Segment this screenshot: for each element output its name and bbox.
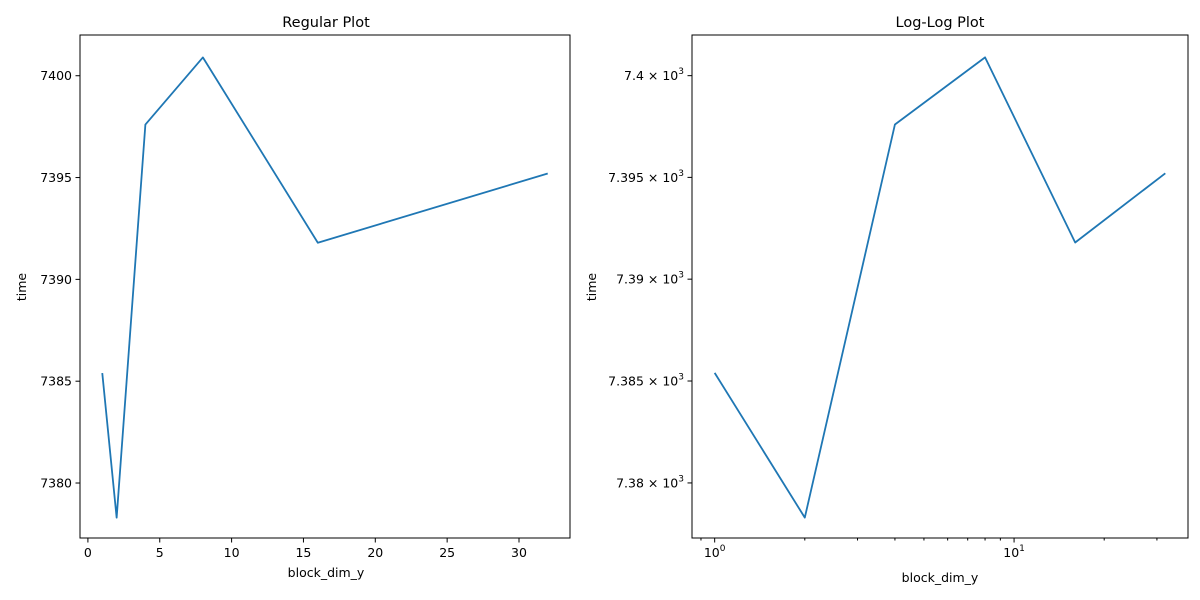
regular-plot-panel: Regular Plot 0 5 10 15 20 25 30 7380 7385 7390 739… bbox=[14, 15, 571, 580]
log-log-plot-panel: Log-Log Plot 100 101 7.38 × 103 7.385 × 103… bbox=[584, 15, 1189, 585]
regular-plot-ticks: 0 5 10 15 20 25 30 7380 7385 7390 7395 7400 bbox=[40, 68, 527, 560]
log-log-plot-x-tick-label: 100 bbox=[704, 544, 726, 560]
regular-plot-y-tick-label: 7380 bbox=[40, 476, 72, 491]
regular-plot-y-label: time bbox=[14, 273, 29, 302]
log-log-plot-y-tick-label: 7.385 × 103 bbox=[608, 373, 684, 389]
regular-plot-x-tick-label: 15 bbox=[295, 545, 311, 560]
log-log-plot-points bbox=[715, 57, 1166, 517]
regular-plot-y-tick-label: 7400 bbox=[40, 68, 72, 83]
regular-plot-title: Regular Plot bbox=[282, 15, 370, 31]
regular-plot-x-tick-label: 10 bbox=[224, 545, 240, 560]
log-log-plot-y-tick-label: 7.395 × 103 bbox=[608, 169, 684, 185]
log-log-plot-ticks: 100 101 7.38 × 103 7.385 × 103 7.39 × 103 7.3… bbox=[608, 67, 1158, 560]
regular-plot-x-tick-label: 20 bbox=[367, 545, 383, 560]
regular-plot-y-tick-label: 7390 bbox=[40, 272, 72, 287]
regular-plot-points bbox=[102, 57, 548, 517]
log-log-plot-x-tick-label: 101 bbox=[1003, 544, 1025, 560]
regular-plot-x-tick-label: 5 bbox=[156, 545, 164, 560]
regular-plot-y-tick-label: 7385 bbox=[40, 374, 72, 389]
regular-plot-x-label: block_dim_y bbox=[288, 565, 365, 580]
regular-plot-series-line bbox=[101, 56, 548, 519]
regular-plot-x-tick-label: 0 bbox=[84, 545, 92, 560]
log-log-plot-y-label: time bbox=[584, 273, 599, 302]
regular-plot-x-tick-label: 30 bbox=[511, 545, 527, 560]
log-log-plot-y-tick-label: 7.4 × 103 bbox=[624, 67, 684, 83]
log-log-plot-axes-frame bbox=[691, 34, 1189, 539]
log-log-plot-x-label: block_dim_y bbox=[902, 570, 979, 585]
log-log-plot-series-line bbox=[713, 56, 1166, 519]
log-log-plot-y-tick-label: 7.39 × 103 bbox=[616, 271, 684, 287]
log-log-plot-title: Log-Log Plot bbox=[896, 15, 985, 31]
regular-plot-y-tick-label: 7395 bbox=[40, 170, 72, 185]
log-log-plot-y-tick-label: 7.38 × 103 bbox=[616, 474, 684, 490]
regular-plot-x-tick-label: 25 bbox=[439, 545, 455, 560]
regular-plot-axes-frame bbox=[79, 34, 571, 539]
